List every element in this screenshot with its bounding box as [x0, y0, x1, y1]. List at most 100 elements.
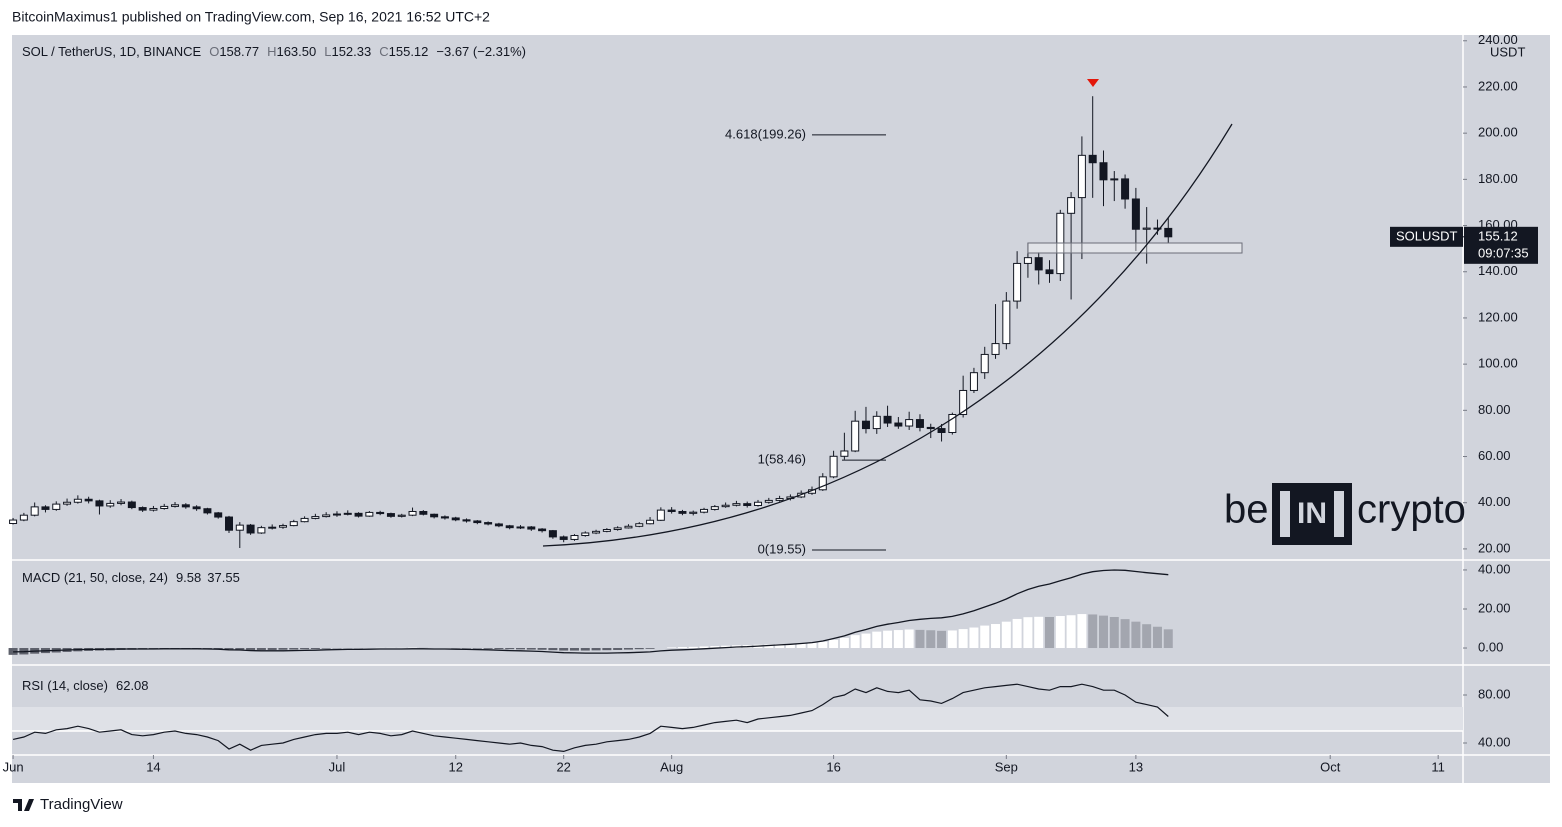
watermark-left: be — [1224, 488, 1269, 532]
macd-histogram-bar — [1066, 615, 1076, 649]
legend-value: 155.12 — [389, 44, 429, 59]
candle-body — [484, 522, 493, 525]
candle-body — [95, 500, 104, 507]
candle-body — [257, 527, 266, 534]
macd-histogram-bar — [569, 648, 579, 651]
y-tick-label: 40.00 — [1478, 561, 1511, 576]
y-tick-label: 0.00 — [1478, 639, 1503, 654]
candle-body — [19, 514, 28, 521]
fib-label: 4.618(199.26) — [725, 126, 806, 141]
y-tick-label: 80.00 — [1478, 686, 1511, 701]
y-tick-label: 40.00 — [1478, 494, 1511, 509]
candle-body — [1067, 197, 1076, 214]
legend: SOL / TetherUS, 1D, BINANCE O158.77 H163.5… — [22, 44, 526, 59]
candle-body — [505, 525, 514, 529]
candle-body — [883, 415, 892, 424]
macd-histogram-bar — [785, 643, 795, 649]
macd-histogram-bar — [559, 648, 569, 651]
y-tick-label: 140.00 — [1478, 263, 1518, 278]
candle-body — [743, 503, 752, 506]
candle-body — [235, 524, 244, 531]
axis-unit: USDT — [1490, 44, 1525, 59]
macd-histogram-bar — [1109, 616, 1119, 649]
macd-histogram-bar — [850, 635, 860, 649]
macd-histogram-bar — [710, 646, 720, 649]
candle-body — [1023, 257, 1032, 264]
price-badge — [1464, 226, 1538, 264]
macd-histogram-bar — [224, 648, 234, 650]
candle-body — [754, 501, 763, 506]
macd-histogram-bar — [775, 644, 785, 649]
candle-body — [678, 510, 687, 514]
candle-body — [9, 519, 18, 525]
candle-body — [397, 514, 406, 517]
candle-body — [894, 422, 903, 427]
candle-body — [127, 501, 136, 509]
macd-histogram-bar — [1055, 616, 1065, 649]
watermark-box-center — [1290, 483, 1334, 545]
footer-brand: TradingView — [40, 796, 123, 813]
legend-key: L — [324, 44, 331, 59]
macd-histogram-bar — [1077, 614, 1087, 649]
rsi-value: 62.08 — [116, 678, 149, 693]
candle-body — [905, 419, 914, 427]
macd-histogram-bar — [904, 629, 914, 649]
macd-histogram-bar — [613, 648, 623, 650]
macd-histogram-bar — [321, 648, 331, 649]
symbol-label: SOLUSDT — [1396, 228, 1457, 243]
candle-body — [84, 498, 93, 502]
y-tick-label: 60.00 — [1478, 448, 1511, 463]
y-tick-label: 120.00 — [1478, 309, 1518, 324]
macd-histogram-bar — [969, 627, 979, 649]
x-tick-label: Sep — [995, 759, 1018, 774]
candle-body — [829, 455, 838, 478]
candle-body — [775, 498, 784, 501]
candle-body — [764, 499, 773, 503]
macd-histogram-bar — [721, 645, 731, 649]
candle-body — [635, 523, 644, 527]
candle-body — [311, 516, 320, 519]
candle-body — [52, 503, 61, 510]
rsi-line — [12, 683, 1169, 753]
x-tick-label: Jul — [329, 759, 346, 774]
macd-title: MACD (21, 50, close, 24) — [22, 570, 168, 585]
x-tick-label: 22 — [556, 759, 570, 774]
candle-body — [516, 526, 525, 529]
rsi-band — [12, 707, 1463, 731]
candle-body — [376, 511, 385, 515]
candle-body — [959, 389, 968, 415]
x-tick-label: 12 — [448, 759, 462, 774]
candle-body — [581, 532, 590, 537]
legend-value: 163.50 — [276, 44, 316, 59]
candle-body — [1153, 227, 1162, 230]
candle-body — [1099, 162, 1108, 181]
candle-body — [246, 524, 255, 534]
candle-body — [721, 504, 730, 508]
macd-histogram-bar — [505, 648, 515, 650]
candle-body — [365, 511, 374, 517]
candle-body — [181, 504, 190, 508]
candle-body — [872, 415, 881, 430]
legend-value: 158.77 — [219, 44, 259, 59]
candle-body — [926, 426, 935, 430]
candle-body — [462, 519, 471, 522]
macd-histogram-bar — [1131, 621, 1141, 649]
x-tick-label: 11 — [1431, 759, 1445, 774]
y-tick-label: 220.00 — [1478, 78, 1518, 93]
macd-value: 37.55 — [207, 570, 240, 585]
candle-body — [1142, 227, 1151, 230]
macd-histogram-bar — [667, 647, 677, 649]
candle-body — [73, 498, 82, 503]
macd-histogram-bar — [483, 648, 493, 649]
y-tick-label: 80.00 — [1478, 402, 1511, 417]
candle-body — [1121, 178, 1130, 200]
candle-body — [851, 420, 860, 452]
y-tick-label: 100.00 — [1478, 356, 1518, 371]
candle-body — [613, 527, 622, 531]
candle-body — [602, 529, 611, 532]
candle-body — [646, 519, 655, 525]
macd-histogram-bar — [310, 648, 320, 649]
macd-histogram-bar — [246, 648, 256, 650]
y-tick-label: 180.00 — [1478, 171, 1518, 186]
candle-body — [624, 525, 633, 529]
